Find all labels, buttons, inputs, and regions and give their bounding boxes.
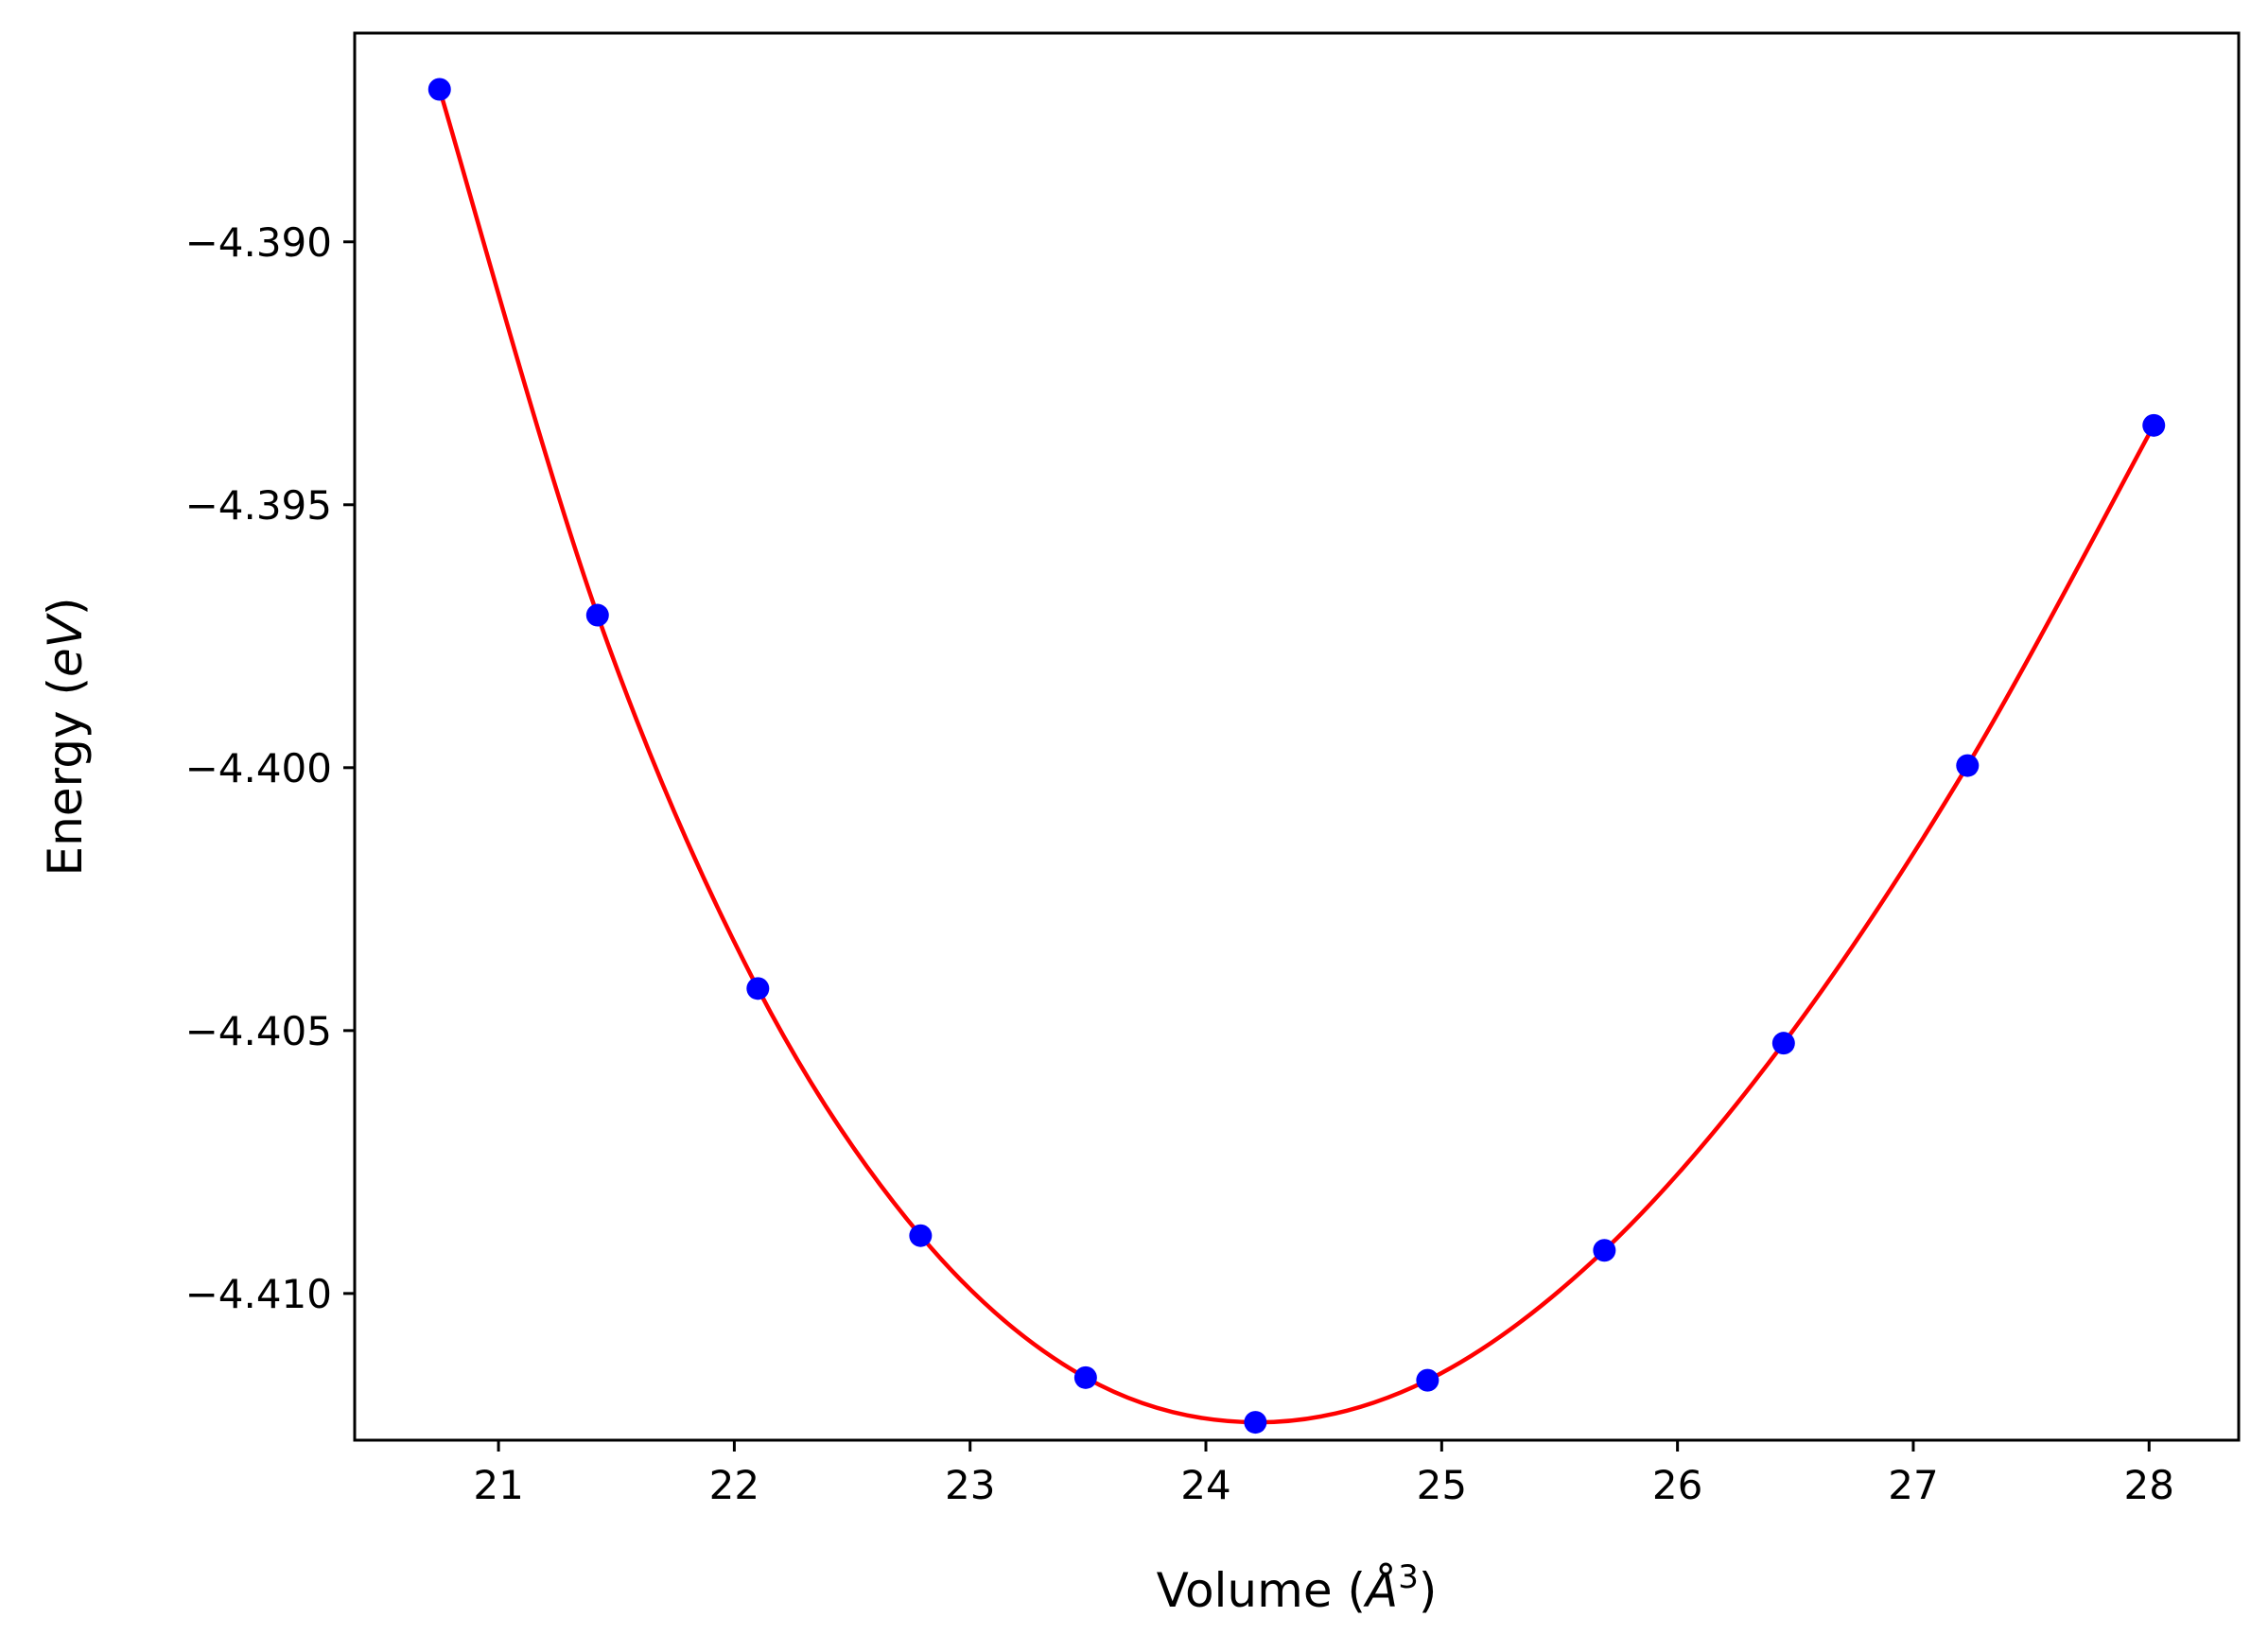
data-point	[2142, 413, 2166, 437]
x-tick-label: 28	[2124, 1462, 2174, 1508]
data-point	[1244, 1411, 1267, 1435]
y-tick-label: −4.400	[185, 745, 332, 791]
data-point	[1073, 1365, 1097, 1389]
data-point	[909, 1224, 933, 1247]
x-axis-label: Volume (Å3)	[1157, 1558, 1438, 1618]
y-tick-label: −4.405	[185, 1008, 332, 1054]
fit-curve	[437, 88, 2156, 1425]
data-point	[1416, 1368, 1439, 1392]
data-point	[585, 603, 609, 627]
x-tick-label: 21	[473, 1462, 523, 1508]
x-tick-label: 24	[1180, 1462, 1230, 1508]
x-tick-label: 26	[1652, 1462, 1702, 1508]
data-point	[1956, 754, 1980, 777]
y-tick-label: −4.410	[185, 1271, 332, 1317]
data-point	[746, 977, 770, 1000]
data-point	[1771, 1032, 1795, 1055]
data-point	[1593, 1239, 1616, 1262]
data-point	[427, 78, 451, 101]
plot-area	[427, 78, 2166, 1435]
x-tick-label: 23	[945, 1462, 995, 1508]
x-tick-label: 27	[1888, 1462, 1938, 1508]
y-axis-ticks: −4.390 −4.395 −4.400 −4.405 −4.410	[185, 219, 355, 1317]
y-tick-label: −4.390	[185, 219, 332, 266]
x-tick-label: 25	[1417, 1462, 1467, 1508]
x-tick-label: 22	[709, 1462, 759, 1508]
x-axis-ticks: 21 22 23 24 25 26 27 28	[473, 1440, 2174, 1508]
y-axis-label: Energy (eV)	[38, 598, 93, 877]
plot-frame	[353, 31, 2241, 1442]
y-tick-label: −4.395	[185, 482, 332, 529]
